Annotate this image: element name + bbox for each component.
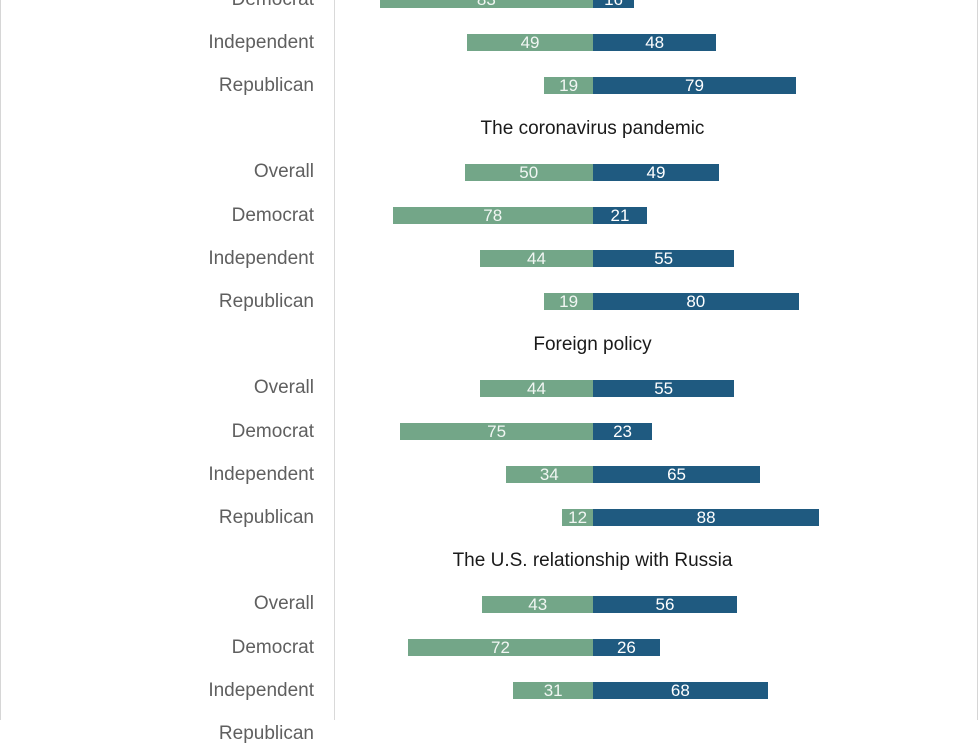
row-label: Democrat	[0, 0, 314, 12]
row-label: Republican	[218, 74, 314, 96]
bar-left-value: 72	[491, 638, 510, 657]
row-label: Republican	[218, 506, 314, 528]
bar-right-value: 79	[685, 76, 704, 96]
bar-left-value: 75	[487, 422, 507, 441]
bar-right: 88	[593, 508, 820, 528]
bar-right-value: 23	[613, 422, 633, 441]
bar-left: 31	[513, 681, 593, 701]
bar-left-value: 19	[559, 76, 579, 96]
bar-right-value: 56	[655, 594, 675, 614]
bar-right: 65	[593, 465, 761, 485]
bar-right-value: 21	[610, 206, 630, 225]
bar-right-value: 55	[654, 378, 674, 398]
bar-left: 43	[482, 594, 593, 614]
row-label: Overall	[253, 593, 314, 615]
bar-left-value: 83	[380, 0, 593, 9]
bar-right: 55	[593, 378, 735, 398]
row-label: Overall	[253, 377, 314, 399]
group-title: Foreign policy	[533, 334, 652, 356]
bar-left: 50	[464, 162, 593, 182]
bar-left: 49	[467, 33, 593, 53]
bar-left-value: 12	[568, 508, 588, 528]
group-title: The coronavirus pandemic	[480, 118, 705, 140]
bar-left-value: 49	[520, 33, 540, 53]
bar-right-value: 16	[593, 0, 634, 9]
bar-left-value: 19	[559, 292, 579, 312]
bar-left-value: 43	[528, 594, 548, 614]
bar-right-value: 55	[654, 249, 674, 269]
bar-right-value: 88	[696, 508, 716, 528]
row-label: Republican	[218, 722, 314, 744]
row-label: Independent	[208, 679, 314, 701]
row-label: Republican	[218, 290, 314, 312]
bar-left: 19	[544, 292, 593, 312]
bar-left: 44	[479, 378, 593, 398]
row-label: Independent	[208, 463, 314, 485]
row-label: Overall	[253, 161, 314, 183]
bar-right: 80	[593, 292, 799, 312]
bar-right-value: 49	[646, 162, 666, 182]
bar-left-value: 34	[539, 465, 559, 485]
bar-left-value: 44	[526, 378, 546, 398]
bar-left: 44	[479, 249, 593, 269]
frame-right-border	[977, 0, 978, 720]
bar-right-value: 26	[616, 638, 636, 657]
row-label: Democrat	[231, 420, 314, 442]
bar-right-value: 48	[645, 33, 665, 53]
bar-left-value: 31	[543, 681, 563, 701]
bar-right: 79	[593, 76, 797, 96]
bar-right: 55	[593, 249, 735, 269]
label-axis-line	[334, 0, 335, 720]
bar-left-value: 78	[483, 206, 503, 225]
bar-left: 75	[400, 422, 593, 441]
bar-left: 12	[562, 508, 593, 528]
bar-right: 26	[593, 638, 660, 657]
bar-left-value: 44	[526, 249, 546, 269]
bar-left: 78	[392, 206, 593, 225]
bar-right: 68	[593, 681, 768, 701]
bar-right: 23	[593, 422, 653, 441]
row-label: Democrat	[231, 636, 314, 658]
bar-left: 83	[379, 0, 593, 9]
group-title: The U.S. relationship with Russia	[452, 550, 733, 572]
bar-right-value: 65	[667, 465, 686, 485]
bar-left-value: 50	[519, 162, 539, 182]
bar-right: 16	[593, 0, 635, 9]
frame-left-border	[0, 0, 1, 720]
bar-right-value: 80	[686, 292, 706, 312]
bar-right-value: 68	[670, 681, 690, 701]
bar-right: 21	[593, 206, 647, 225]
bar-left: 34	[505, 465, 593, 485]
bar-right: 48	[593, 33, 717, 53]
row-label: Independent	[208, 31, 314, 53]
bar-left: 19	[544, 76, 593, 96]
row-label: Independent	[208, 247, 314, 269]
bar-left: 72	[407, 638, 593, 657]
bar-right: 49	[593, 162, 719, 182]
row-label: Democrat	[231, 204, 314, 226]
bar-right: 56	[593, 594, 737, 614]
